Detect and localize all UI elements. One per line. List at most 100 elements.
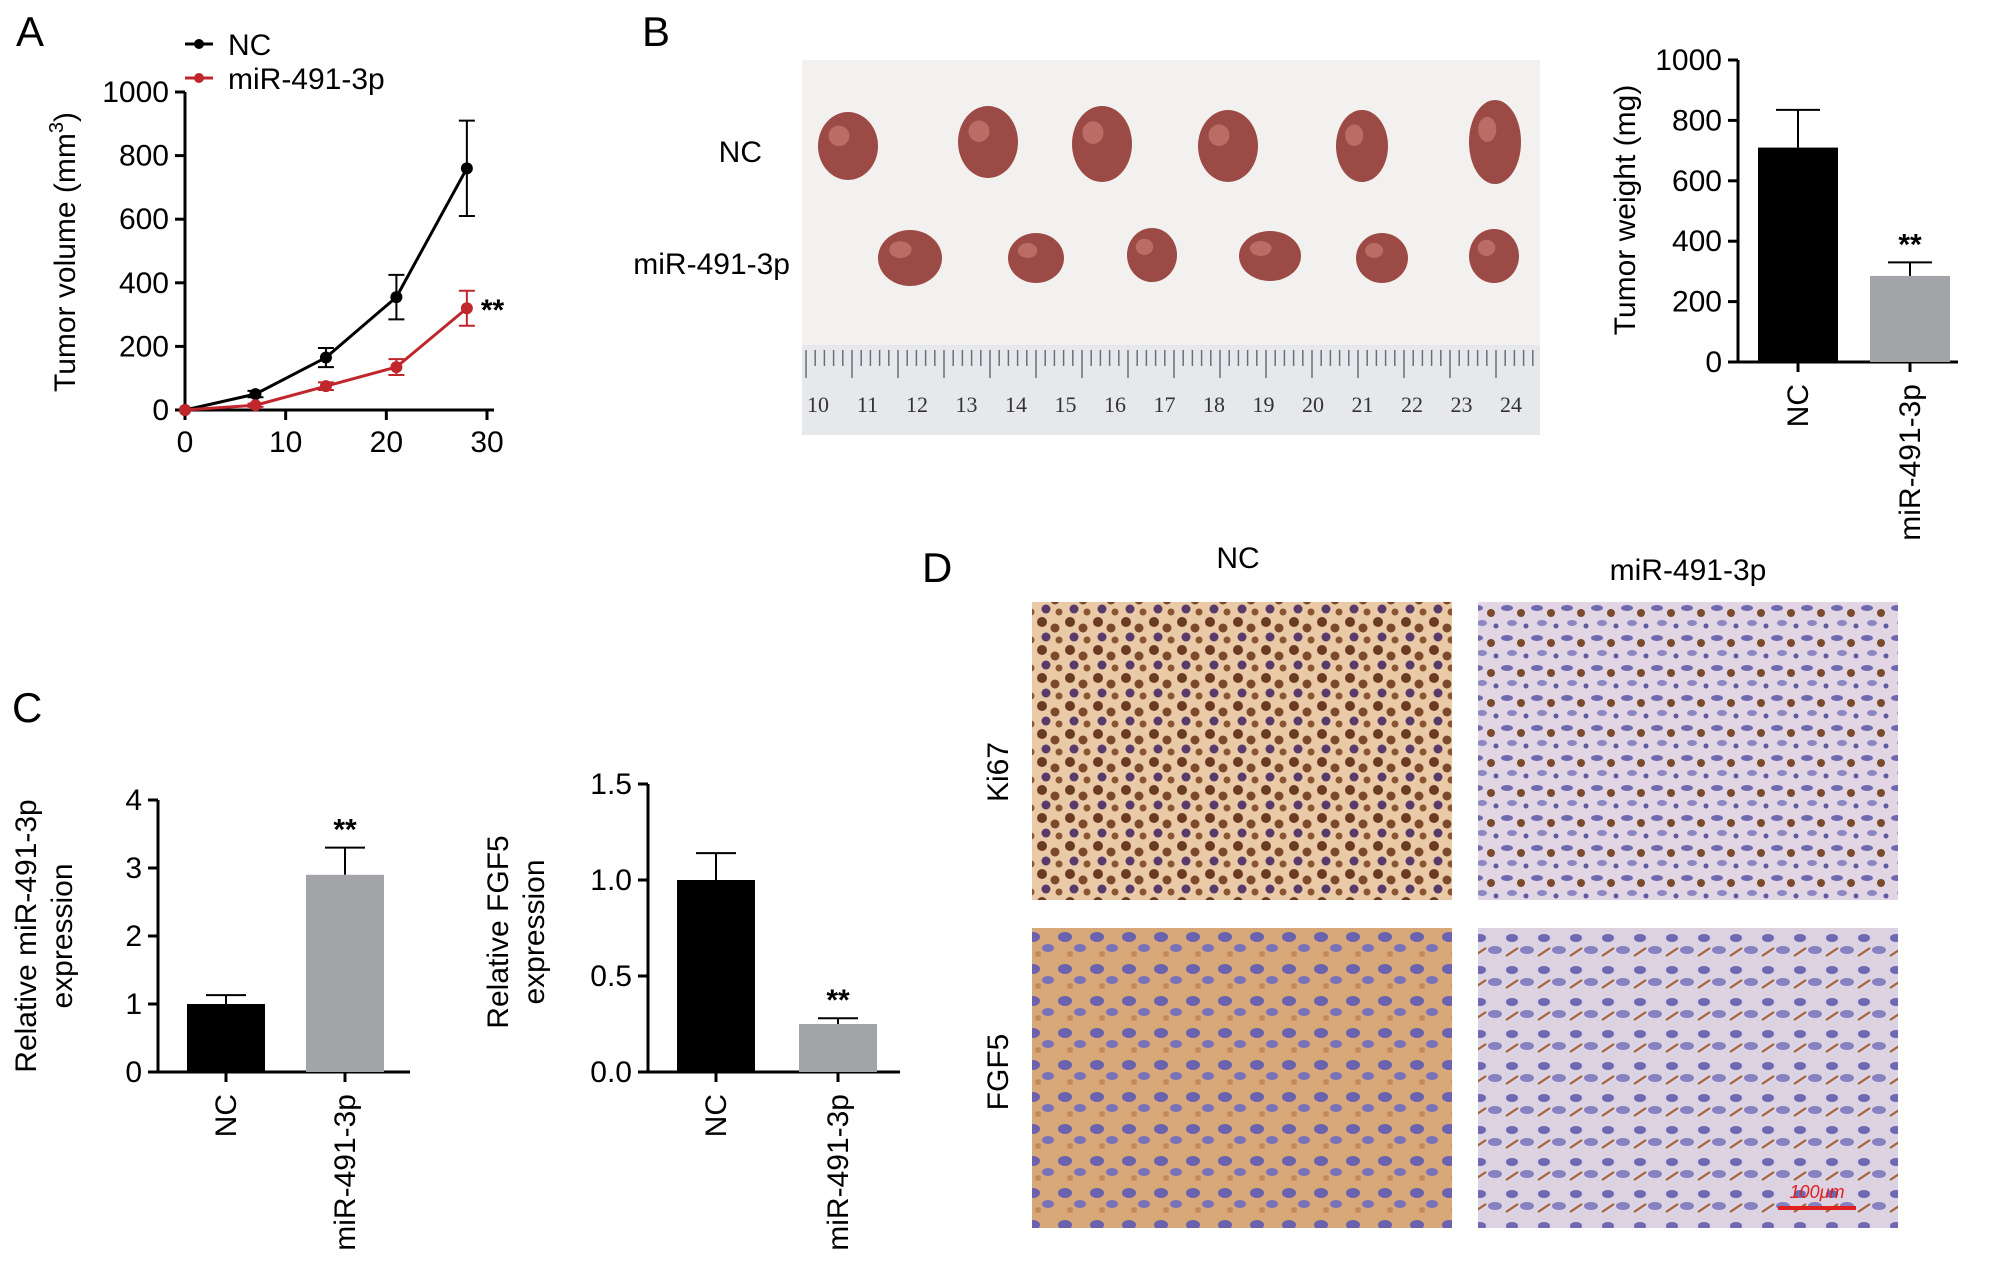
legend: NC miR-491-3p [185, 29, 385, 96]
tumor-highlight [1135, 238, 1154, 255]
data-point [179, 404, 191, 416]
ruler-number: 14 [1005, 392, 1027, 417]
ruler-number: 10 [807, 392, 829, 417]
tumor-highlight [1477, 239, 1496, 256]
y-tick-label: 200 [119, 330, 169, 363]
ruler-number: 22 [1401, 392, 1423, 417]
legend-label-nc: NC [228, 29, 271, 62]
ruler [802, 345, 1540, 435]
y-tick-label: 1 [125, 988, 142, 1021]
tumor-nc-6 [1469, 100, 1521, 184]
ruler-number: 15 [1055, 392, 1077, 417]
tumor-nc-3 [1072, 106, 1132, 182]
ruler-number: 19 [1253, 392, 1275, 417]
scale-bar-label: 100μm [1790, 1182, 1845, 1202]
y-tick-label: 0 [1705, 346, 1722, 379]
ruler-number: 20 [1302, 392, 1324, 417]
ruler-number: 17 [1154, 392, 1176, 417]
significance-marker: ** [333, 814, 357, 847]
y-tick-label: 600 [1672, 165, 1722, 198]
y-tick-label: 1.0 [590, 864, 632, 897]
data-point [249, 399, 262, 412]
x-tick-label: miR-491-3p [329, 1094, 362, 1251]
y-tick-label: 400 [119, 267, 169, 300]
bar-nc [1758, 147, 1838, 362]
tumor-nc-5 [1336, 110, 1388, 182]
data-point [319, 351, 332, 364]
mir-expression-bar-chart: Relative miR-491-3p expression 0 1 2 3 4 NC mi… [10, 784, 410, 1251]
y-tick-label: 800 [119, 140, 169, 173]
panel-label-b: B [642, 8, 670, 55]
tumor-nc-4 [1198, 110, 1258, 182]
y-tick-label: 2 [125, 920, 142, 953]
ruler-number: 13 [956, 392, 978, 417]
tumor-mir-3 [1127, 228, 1177, 282]
x-tick-label: 10 [269, 426, 302, 459]
ihc-col-label-nc: NC [1216, 542, 1259, 575]
bar-mir [1870, 275, 1950, 362]
ruler-number: 21 [1352, 392, 1374, 417]
y-axis-title-line2: expression [46, 863, 79, 1008]
panel-label-a: A [16, 8, 44, 55]
y-tick-label: 1000 [102, 76, 169, 109]
data-point [460, 162, 473, 175]
y-tick-label: 4 [125, 784, 142, 817]
series-line-nc [184, 167, 469, 412]
tumor-photo: NC miR-491-3p 10 11 12 13 14 15 16 17 18 19 20 21 22… [633, 60, 1540, 435]
tumor-highlight [1082, 121, 1104, 144]
x-tick-label: miR-491-3p [822, 1094, 855, 1251]
y-axis-title-line1: Relative FGF5 [482, 835, 515, 1028]
y-tick-label: 800 [1672, 104, 1722, 137]
y-axis-title-line2: expression [518, 859, 551, 1004]
y-axis-title: Tumor volume (mm3) [46, 112, 82, 392]
tumor-nc-1 [818, 112, 878, 180]
y-tick-label: 0 [125, 1056, 142, 1089]
data-point [249, 388, 262, 401]
panel-label-d: D [922, 544, 952, 591]
data-point [390, 361, 403, 374]
ruler-number: 24 [1500, 392, 1522, 417]
ruler-number: 23 [1451, 392, 1473, 417]
ruler-number: 16 [1104, 392, 1126, 417]
y-tick-label: 3 [125, 852, 142, 885]
legend-marker-nc [194, 39, 204, 49]
y-axis-title-line1: Relative miR-491-3p [10, 799, 43, 1072]
tumor-nc-2 [958, 106, 1018, 178]
x-tick-label: 0 [177, 426, 194, 459]
tumor-highlight [828, 125, 850, 146]
significance-marker: ** [481, 294, 505, 327]
ruler-number: 18 [1203, 392, 1225, 417]
y-tick-label: 0.0 [590, 1056, 632, 1089]
bar-mir [306, 874, 384, 1072]
panel-label-c: C [12, 684, 42, 731]
tumor-mir-2 [1008, 233, 1064, 283]
tumor-specimens [818, 100, 1521, 286]
ihc-image-fgf5-nc [1032, 928, 1452, 1228]
bar-mir [799, 1024, 877, 1072]
y-tick-label: 0.5 [590, 960, 632, 993]
y-tick-label: 600 [119, 203, 169, 236]
ruler-number: 11 [857, 392, 878, 417]
y-tick-label: 1.5 [590, 768, 632, 801]
y-tick-label: 1000 [1655, 44, 1722, 77]
tumor-weight-bar-chart: Tumor weight (mg) 0 200 400 600 800 1000 NC miR… [1609, 44, 1958, 541]
tumor-mir-5 [1356, 233, 1408, 283]
data-point [319, 380, 332, 393]
tumor-highlight [968, 120, 990, 142]
legend-label-mir: miR-491-3p [228, 63, 385, 96]
tumor-highlight [1017, 243, 1038, 258]
y-tick-label: 200 [1672, 286, 1722, 319]
y-tick-label: 400 [1672, 225, 1722, 258]
ruler-numbers: 10 11 12 13 14 15 16 17 18 19 20 21 22 23 24 [807, 392, 1522, 417]
ihc-grid: NC miR-491-3p Ki67 FGF5 100μm [982, 542, 1898, 1228]
ihc-col-label-mir: miR-491-3p [1610, 554, 1767, 587]
significance-marker: ** [1898, 228, 1922, 261]
photo-row-label-nc: NC [719, 136, 762, 169]
tumor-mir-4 [1239, 231, 1301, 281]
x-tick-label: NC [700, 1094, 733, 1137]
x-tick-label: miR-491-3p [1894, 384, 1927, 541]
significance-marker: ** [826, 984, 850, 1017]
ruler-number: 12 [906, 392, 928, 417]
ruler-ticks [805, 350, 1534, 378]
